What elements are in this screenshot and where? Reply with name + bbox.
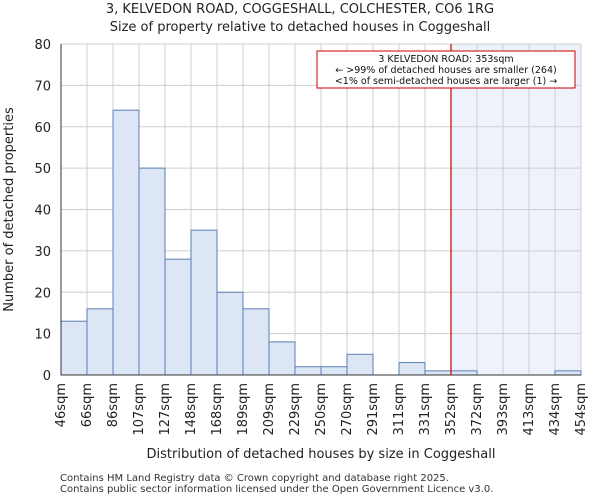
x-tick-label: 352sqm xyxy=(444,383,459,436)
y-tick-label: 60 xyxy=(34,121,51,136)
annotation-box xyxy=(316,50,576,89)
x-tick-label: 127sqm xyxy=(158,383,173,436)
x-tick-label: 209sqm xyxy=(262,383,277,436)
annotation-text: <1% of semi-detached houses are larger (… xyxy=(335,76,557,87)
bar xyxy=(216,291,244,376)
bar xyxy=(450,370,478,376)
bar xyxy=(60,320,88,376)
annotation-text: 3 KELVEDON ROAD: 353sqm xyxy=(378,54,513,65)
x-tick-label: 454sqm xyxy=(574,383,589,436)
bar xyxy=(190,229,218,376)
bar xyxy=(294,366,322,376)
bar xyxy=(424,370,452,376)
y-tick-label: 40 xyxy=(34,204,51,219)
x-tick-label: 393sqm xyxy=(496,383,511,436)
bar xyxy=(112,109,140,376)
x-axis-label: Distribution of detached houses by size … xyxy=(147,447,496,462)
y-tick-label: 20 xyxy=(34,286,51,301)
x-tick-label: 331sqm xyxy=(418,383,433,436)
x-tick-label: 189sqm xyxy=(236,383,251,436)
y-tick-label: 50 xyxy=(34,162,51,177)
x-tick-label: 372sqm xyxy=(470,383,485,436)
bar xyxy=(242,308,270,376)
bar xyxy=(86,308,114,376)
bar xyxy=(346,353,374,376)
bar xyxy=(138,167,166,376)
x-tick-label: 311sqm xyxy=(392,383,407,436)
x-tick-label: 229sqm xyxy=(288,383,303,436)
bar xyxy=(398,362,426,376)
y-tick-label: 10 xyxy=(34,328,51,343)
footer-copyright: Contains HM Land Registry data © Crown c… xyxy=(60,473,449,484)
y-tick-label: 0 xyxy=(43,369,51,384)
x-tick-label: 291sqm xyxy=(366,383,381,436)
x-tick-label: 250sqm xyxy=(314,383,329,436)
x-tick-label: 413sqm xyxy=(522,383,537,436)
bar xyxy=(268,341,296,376)
chart-title: 3, KELVEDON ROAD, COGGESHALL, COLCHESTER… xyxy=(105,2,495,17)
x-tick-label: 107sqm xyxy=(132,383,147,436)
x-tick-label: 168sqm xyxy=(210,383,225,436)
y-tick-label: 70 xyxy=(34,79,51,94)
y-tick-label: 30 xyxy=(34,245,51,260)
x-tick-label: 86sqm xyxy=(106,383,121,427)
bar-chart: 0 10 20 30 40 50 60 70 80 46sqm 66sqm 86sqm 107sqm 12… xyxy=(2,38,589,462)
annotation-text: ← >99% of detached houses are smaller (2… xyxy=(335,65,556,76)
x-tick-label: 46sqm xyxy=(54,383,69,427)
bar xyxy=(554,370,582,376)
x-tick-label: 434sqm xyxy=(548,383,563,436)
footer-licence: Contains public sector information licen… xyxy=(60,484,494,495)
y-axis-label: Number of detached properties xyxy=(2,107,17,312)
bar xyxy=(320,366,348,376)
x-tick-label: 66sqm xyxy=(80,383,95,427)
chart-subtitle: Size of property relative to detached ho… xyxy=(109,20,491,35)
x-tick-label: 270sqm xyxy=(340,383,355,436)
x-tick-label: 148sqm xyxy=(184,383,199,436)
bar xyxy=(164,258,192,376)
y-tick-label: 80 xyxy=(34,38,51,53)
